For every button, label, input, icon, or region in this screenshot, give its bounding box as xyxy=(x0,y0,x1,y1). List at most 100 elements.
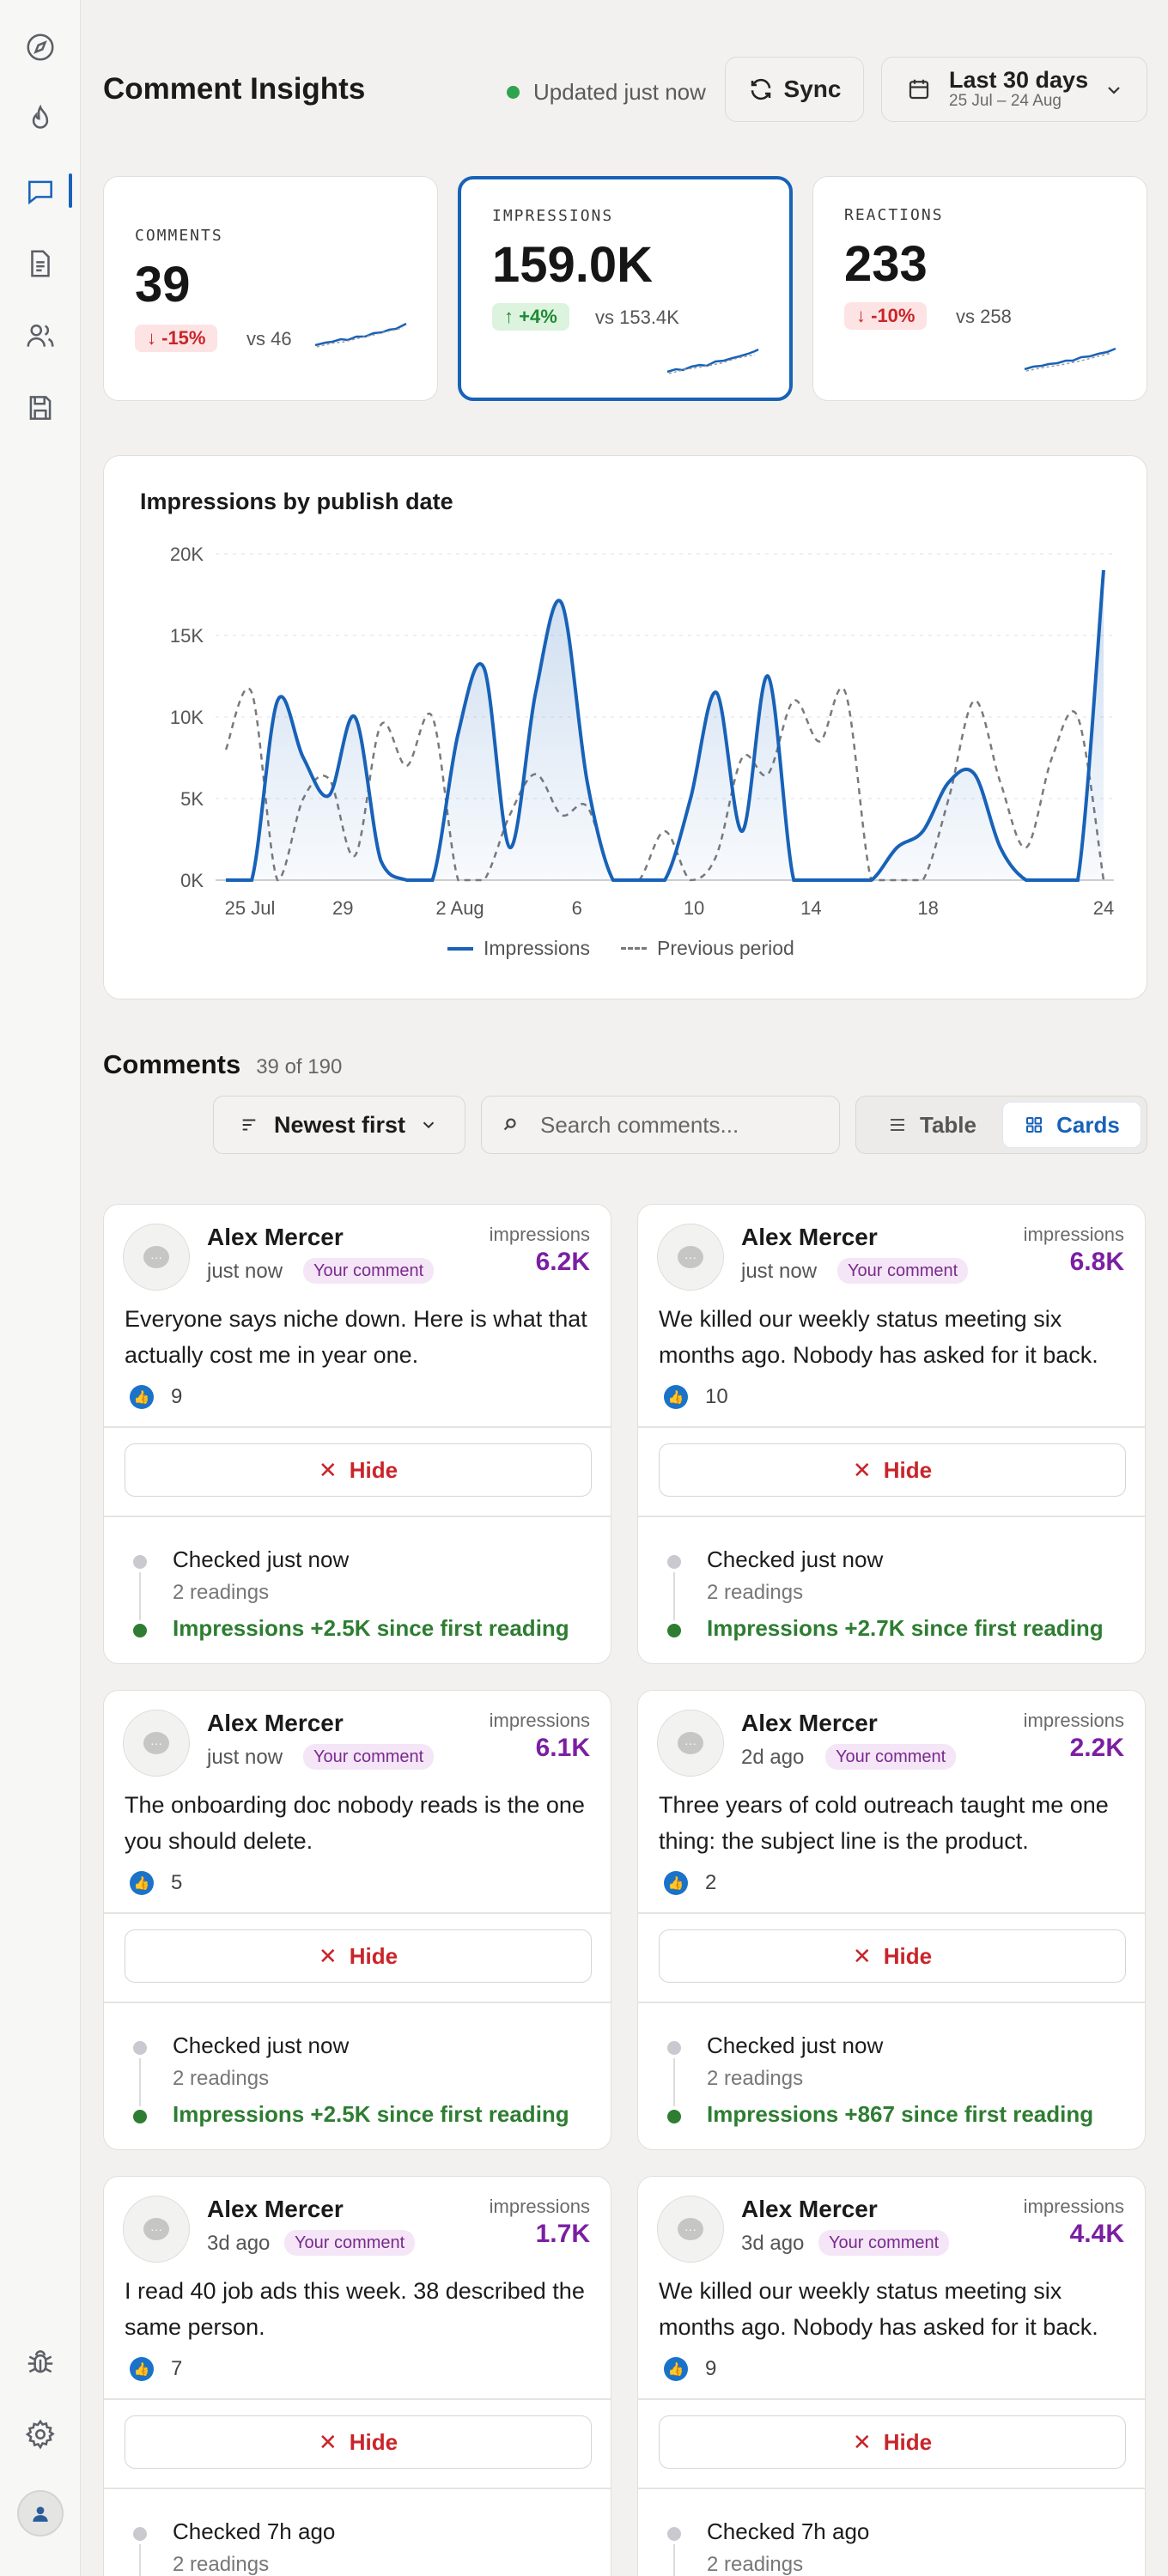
reaction-count: 10 xyxy=(705,1385,728,1408)
readings-count: 2 readings xyxy=(707,1581,804,1604)
author-name: Alex Mercer xyxy=(207,2196,344,2222)
hide-button[interactable]: ✕ Hide xyxy=(659,1443,1126,1497)
comment-card[interactable]: ··· Alex Mercer just now Your comment im… xyxy=(103,1204,611,1664)
hide-button[interactable]: ✕ Hide xyxy=(659,2415,1126,2469)
chevron-down-icon xyxy=(423,1121,435,1129)
timeline-dot xyxy=(133,2527,147,2541)
kpi-delta: ↑ +4% xyxy=(492,303,569,331)
legend-item-previous[interactable]: Previous period xyxy=(620,937,794,960)
reaction-count: 9 xyxy=(171,1385,183,1408)
your-comment-badge: Your comment xyxy=(818,2230,950,2256)
reaction-count: 5 xyxy=(171,1871,183,1894)
readings-count: 2 readings xyxy=(707,2067,804,2090)
comment-card[interactable]: ··· Alex Mercer 3d ago Your comment impr… xyxy=(637,2176,1146,2576)
active-indicator xyxy=(69,173,72,208)
sort-dropdown[interactable]: Newest first xyxy=(213,1096,465,1154)
x-tick-label: 25 Jul xyxy=(225,897,276,919)
search-input[interactable] xyxy=(540,1111,832,1139)
compass-icon[interactable] xyxy=(21,27,60,67)
impressions-label: impressions xyxy=(489,1710,590,1731)
date-range-picker[interactable]: Last 30 days 25 Jul – 24 Aug xyxy=(881,57,1147,122)
search-icon xyxy=(503,1118,516,1131)
hide-button[interactable]: ✕ Hide xyxy=(125,1929,592,1983)
x-tick-label: 10 xyxy=(684,897,704,919)
kpi-label: COMMENTS xyxy=(135,227,223,245)
impressions-gain: Impressions +2.5K since first reading xyxy=(173,1615,569,1641)
reactions: 👍 5 xyxy=(130,1871,182,1895)
x-tick-label: 29 xyxy=(332,897,353,919)
impressions-label: impressions xyxy=(1023,1224,1124,1245)
view-cards-button[interactable]: Cards xyxy=(1002,1102,1141,1148)
impressions-value: 6.2K xyxy=(535,1248,590,1276)
hide-button[interactable]: ✕ Hide xyxy=(125,1443,592,1497)
page-header: Comment Insights Updated just now Sync L… xyxy=(103,57,1147,125)
divider xyxy=(104,2002,611,2003)
search-box[interactable] xyxy=(481,1096,840,1154)
chevron-down-icon xyxy=(1108,87,1120,94)
impressions-value: 6.8K xyxy=(1069,1248,1124,1276)
sync-button[interactable]: Sync xyxy=(725,57,864,122)
impressions-value: 6.1K xyxy=(535,1734,590,1762)
author-name: Alex Mercer xyxy=(741,2196,878,2222)
impressions-label: impressions xyxy=(489,2196,590,2217)
reactions: 👍 7 xyxy=(130,2357,182,2381)
bug-icon[interactable] xyxy=(21,2342,60,2382)
reaction-count: 9 xyxy=(705,2357,717,2380)
sort-icon xyxy=(242,1119,256,1131)
impressions-chart[interactable]: 0K 5K 10K 15K 20K 25 Jul 29 2 Aug 6 10 14 18 24 xyxy=(104,456,1148,1000)
avatar: ··· xyxy=(657,1710,724,1777)
checked-status: Checked just now xyxy=(707,2032,884,2058)
comment-card[interactable]: ··· Alex Mercer just now Your comment im… xyxy=(637,1204,1146,1664)
comment-card[interactable]: ··· Alex Mercer 3d ago Your comment impr… xyxy=(103,2176,611,2576)
x-tick-label: 24 xyxy=(1093,897,1114,919)
impressions-value: 2.2K xyxy=(1069,1734,1124,1762)
gear-icon[interactable] xyxy=(21,2415,60,2454)
comment-icon[interactable] xyxy=(21,172,60,211)
kpi-card-impressions[interactable]: IMPRESSIONS 159.0K ↑ +4% vs 153.4K xyxy=(458,176,793,401)
author-name: Alex Mercer xyxy=(207,1710,344,1736)
comment-text: Three years of cold outreach taught me o… xyxy=(659,1792,1109,1854)
timeline-dot xyxy=(667,1555,681,1569)
users-icon[interactable] xyxy=(21,316,60,355)
view-toggle: Table Cards xyxy=(855,1096,1147,1154)
divider xyxy=(104,2488,611,2489)
view-table-button[interactable]: Table xyxy=(863,1102,1001,1148)
user-avatar[interactable] xyxy=(17,2490,64,2537)
legend-item-impressions[interactable]: Impressions xyxy=(447,937,590,960)
document-icon[interactable] xyxy=(21,244,60,283)
kpi-value: 39 xyxy=(135,257,191,313)
x-tick-label: 18 xyxy=(917,897,938,919)
x-tick-label: 14 xyxy=(800,897,821,919)
like-icon: 👍 xyxy=(664,1871,688,1895)
flame-icon[interactable] xyxy=(21,100,60,139)
save-icon[interactable] xyxy=(21,388,60,428)
timeline-dot-success xyxy=(667,1624,681,1637)
reaction-count: 7 xyxy=(171,2357,183,2380)
close-icon: ✕ xyxy=(318,1942,338,1969)
kpi-card-comments[interactable]: COMMENTS 39 ↓ -15% vs 46 xyxy=(103,176,438,401)
y-tick-label: 20K xyxy=(170,544,204,565)
divider xyxy=(638,1516,1145,1517)
comment-text: We killed our weekly status meeting six … xyxy=(659,1306,1098,1368)
hide-button[interactable]: ✕ Hide xyxy=(125,2415,592,2469)
your-comment-badge: Your comment xyxy=(303,1744,435,1770)
y-tick-label: 0K xyxy=(180,870,204,891)
your-comment-badge: Your comment xyxy=(825,1744,957,1770)
timeline-dot-success xyxy=(667,2110,681,2123)
comments-count: 39 of 190 xyxy=(256,1055,343,1078)
kpi-card-reactions[interactable]: REACTIONS 233 ↓ -10% vs 258 xyxy=(812,176,1147,401)
checked-status: Checked just now xyxy=(173,1546,350,1572)
comment-card[interactable]: ··· Alex Mercer 2d ago Your comment impr… xyxy=(637,1690,1146,2150)
readings-count: 2 readings xyxy=(173,1581,270,1604)
hide-button[interactable]: ✕ Hide xyxy=(659,1929,1126,1983)
arrow-down-icon: ↓ xyxy=(856,305,872,326)
reactions: 👍 2 xyxy=(664,1871,716,1895)
avatar: ··· xyxy=(657,1224,724,1291)
comment-card[interactable]: ··· Alex Mercer just now Your comment im… xyxy=(103,1690,611,2150)
comment-bubble-icon: ··· xyxy=(678,2218,703,2240)
date-range-label: Last 30 days xyxy=(949,67,1089,93)
impressions-gain: Impressions +867 since first reading xyxy=(707,2101,1094,2127)
x-tick-label: 2 Aug xyxy=(435,897,484,919)
sort-label: Newest first xyxy=(274,1111,406,1138)
arrow-up-icon: ↑ xyxy=(504,306,520,327)
